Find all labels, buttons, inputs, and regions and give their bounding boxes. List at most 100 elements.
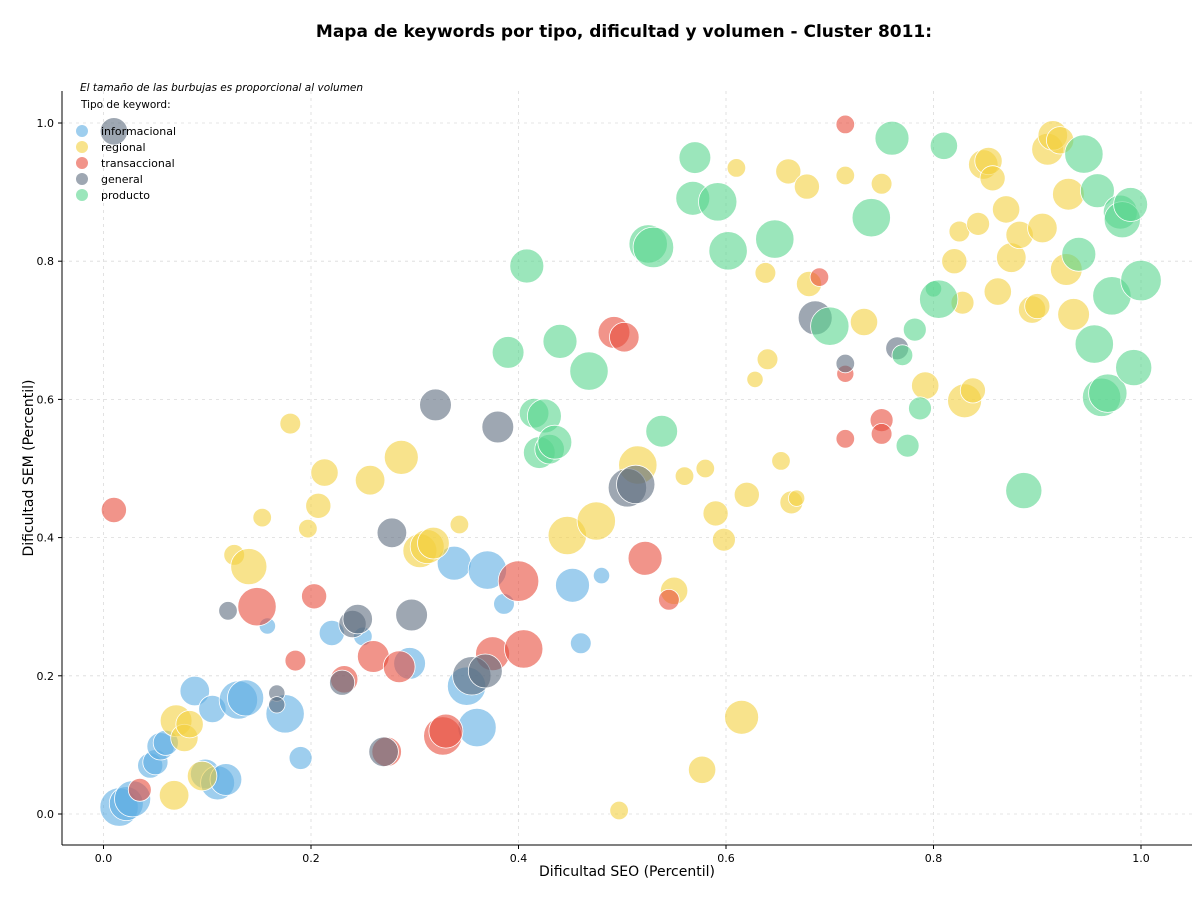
bubble-regional xyxy=(991,195,1021,224)
y-tick-label: 0.2 xyxy=(37,670,55,683)
bubble-informacional xyxy=(179,675,211,707)
legend-marker-transaccional xyxy=(76,157,88,169)
series-general xyxy=(99,117,910,768)
bubble-regional xyxy=(230,548,268,586)
bubble-producto xyxy=(1120,259,1162,302)
bubble-producto xyxy=(919,279,959,319)
bubble-producto xyxy=(1061,236,1097,272)
bubble-regional xyxy=(695,458,716,479)
bubble-producto xyxy=(891,344,914,367)
bubble-producto xyxy=(678,141,712,174)
bubble-transaccional xyxy=(809,267,830,287)
bubble-producto xyxy=(1088,373,1128,413)
bubble-regional xyxy=(417,526,450,560)
bubble-regional xyxy=(979,165,1006,192)
bubble-producto xyxy=(908,396,932,421)
bubble-producto xyxy=(708,231,748,271)
y-tick-label: 1.0 xyxy=(37,117,55,130)
bubble-transaccional xyxy=(835,429,856,449)
x-tick-label: 0.2 xyxy=(302,852,320,865)
bubble-transaccional xyxy=(497,560,540,602)
series-producto xyxy=(491,120,1162,510)
bubble-producto xyxy=(1064,134,1104,174)
bubble-general xyxy=(395,598,428,632)
bubble-regional xyxy=(966,211,990,236)
bubble-informacional xyxy=(555,567,590,603)
bubble-informacional xyxy=(227,679,265,717)
bubble-transaccional xyxy=(382,650,416,684)
bubble-regional xyxy=(298,518,318,539)
bubble-informacional xyxy=(457,707,497,748)
bubble-transaccional xyxy=(609,322,640,353)
bubble-regional xyxy=(712,527,736,552)
y-tick-label: 0.4 xyxy=(37,532,55,545)
bubble-regional xyxy=(746,370,764,388)
bubble-regional xyxy=(305,492,332,519)
bubble-regional xyxy=(449,514,470,535)
bubble-producto xyxy=(1080,173,1115,209)
bubble-regional xyxy=(835,165,856,186)
bubble-general xyxy=(467,653,503,689)
bubble-regional xyxy=(279,412,302,435)
legend-marker-informacional xyxy=(76,125,88,137)
bubble-regional xyxy=(959,377,986,404)
bubble-informacional xyxy=(569,632,592,655)
bubble-regional xyxy=(733,481,760,508)
bubble-regional xyxy=(674,466,695,486)
legend-label-informacional: informacional xyxy=(101,125,176,138)
bubble-informacional xyxy=(592,566,611,585)
bubble-producto xyxy=(645,414,678,448)
bubble-transaccional xyxy=(284,649,307,672)
bubble-general xyxy=(329,669,356,696)
bubble-regional xyxy=(1027,212,1058,244)
legend-label-general: general xyxy=(101,173,143,186)
bubble-regional xyxy=(849,307,879,337)
bubble-regional xyxy=(1057,298,1090,331)
bubble-regional xyxy=(754,262,777,284)
bubble-regional xyxy=(726,158,747,178)
bubble-regional xyxy=(252,507,272,528)
bubble-producto xyxy=(810,306,850,346)
y-tick-label: 0.6 xyxy=(37,393,55,406)
bubble-transaccional xyxy=(627,540,663,576)
y-ticks: 0.0 0.2 0.4 0.6 0.8 1.0 xyxy=(37,117,62,821)
x-tick-label: 0.0 xyxy=(95,852,113,865)
bubble-regional xyxy=(310,458,339,487)
bubble-transaccional xyxy=(658,588,680,611)
x-ticks: 0.0 0.2 0.4 0.6 0.8 1.0 xyxy=(95,845,1150,865)
legend-marker-regional xyxy=(76,141,88,153)
bubble-regional xyxy=(1052,177,1085,211)
bubble-general xyxy=(368,736,399,768)
bubble-regional xyxy=(870,173,893,195)
legend-marker-general xyxy=(76,173,88,185)
bubble-regional xyxy=(186,760,218,792)
legend-label-transaccional: transaccional xyxy=(101,157,175,170)
y-tick-label: 0.8 xyxy=(37,255,55,268)
bubble-regional xyxy=(383,439,419,475)
bubble-regional xyxy=(175,710,204,739)
y-tick-label: 0.0 xyxy=(37,808,55,821)
legend: Tipo de keyword: informacional regional tr… xyxy=(76,99,176,202)
x-tick-label: 0.8 xyxy=(925,852,943,865)
legend-label-producto: producto xyxy=(101,189,150,202)
bubble-producto xyxy=(929,131,959,160)
bubble-general xyxy=(99,117,129,146)
bubble-regional xyxy=(983,277,1012,306)
bubble-regional xyxy=(775,158,802,185)
bubble-informacional xyxy=(288,746,313,770)
bubble-producto xyxy=(1113,187,1148,222)
bubble-producto xyxy=(491,336,525,369)
bubble-size-note: El tamaño de las burbujas es proporciona… xyxy=(80,82,363,94)
bubble-producto xyxy=(698,182,738,222)
bubble-regional xyxy=(793,173,820,200)
bubble-regional xyxy=(941,248,968,275)
bubble-producto xyxy=(542,323,578,359)
bubble-regional xyxy=(1024,293,1051,320)
bubble-transaccional xyxy=(237,587,277,627)
legend-label-regional: regional xyxy=(101,141,146,154)
bubble-producto xyxy=(509,248,545,284)
x-tick-label: 0.6 xyxy=(717,852,735,865)
bubble-regional xyxy=(354,465,386,496)
bubble-producto xyxy=(1074,324,1114,364)
